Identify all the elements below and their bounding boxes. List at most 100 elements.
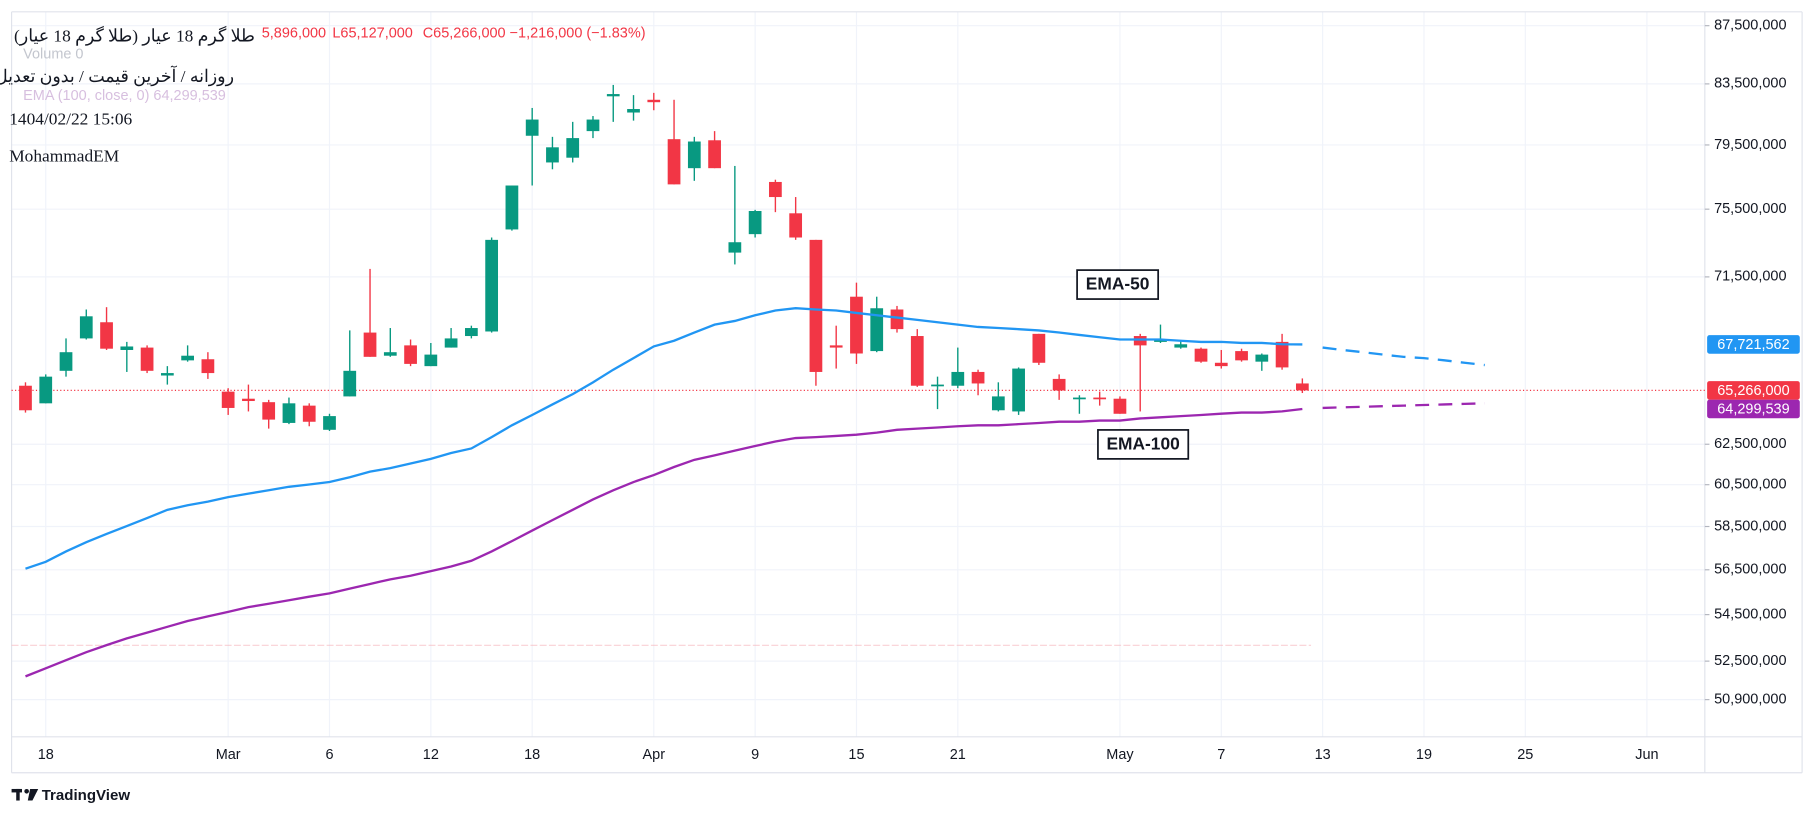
legend-low: L65,127,000 — [332, 26, 412, 42]
candle-body — [160, 373, 174, 376]
y-tick-label: 83,500,000 — [1714, 76, 1786, 92]
candle-body — [39, 376, 53, 404]
candle-body — [1012, 368, 1025, 412]
x-tick-label: 12 — [423, 747, 439, 763]
candle-body — [1032, 333, 1046, 363]
candle-body — [323, 416, 336, 430]
candle-body — [606, 94, 620, 97]
candle-body — [1295, 383, 1309, 391]
series-price-badge: 67,721,562 — [1717, 337, 1789, 353]
annotation-ema100: EMA-100 — [1106, 434, 1179, 454]
candle-body — [991, 396, 1005, 411]
candle-body — [1154, 339, 1167, 342]
candle-body — [140, 347, 154, 371]
brand: TradingView — [42, 787, 131, 804]
candle-body — [424, 354, 438, 367]
timestamp: 1404/02/22 15:06 — [9, 110, 132, 129]
volume-label: Volume 0 — [23, 47, 83, 63]
y-tick-label: 56,500,000 — [1714, 562, 1786, 578]
candle-body — [1052, 378, 1066, 391]
candle-body — [627, 109, 640, 113]
series-price-badge: 64,299,539 — [1717, 401, 1789, 417]
x-tick-label: 18 — [524, 747, 540, 763]
ema-forecast — [1322, 346, 1485, 367]
x-tick-label: 6 — [325, 747, 333, 763]
candle-body — [1093, 397, 1107, 400]
candle-body — [444, 338, 458, 348]
candle-body — [221, 391, 235, 408]
series-price-badge-bg — [1707, 399, 1800, 419]
candle-body — [343, 370, 357, 397]
annotation-box — [1097, 429, 1190, 460]
x-tick-label: 21 — [950, 747, 966, 763]
candle-body — [1214, 362, 1228, 367]
y-tick-label: 50,900,000 — [1714, 691, 1786, 707]
candle-body — [951, 371, 965, 386]
candle-body — [363, 332, 377, 357]
candle-body — [890, 309, 904, 330]
y-tick-label: 62,500,000 — [1714, 436, 1786, 452]
chart-title: طلا گرم 18 عیار (طلا گرم 18 عیار) — [14, 25, 255, 46]
marks — [11, 84, 1705, 678]
y-tick-label: 87,500,000 — [1714, 18, 1786, 34]
candle-body — [546, 147, 559, 163]
candle-body — [201, 359, 215, 374]
candle-body — [769, 181, 782, 198]
x-tick-label: 9 — [751, 747, 759, 763]
y-tick-label: 75,500,000 — [1714, 201, 1786, 217]
ema-line — [25, 407, 1303, 678]
candle-body — [1113, 398, 1127, 414]
x-tick-label: Mar — [216, 747, 241, 763]
candle-body — [870, 308, 884, 352]
candle-body — [667, 139, 681, 185]
y-tick-label: 79,500,000 — [1714, 137, 1786, 153]
candle-body — [586, 119, 600, 132]
indicator-label: EMA (100, close, 0) 64,299,539 — [23, 88, 226, 104]
legend-close: C65,266,000 — [423, 26, 506, 42]
last-price-badge: 65,266,000 — [1717, 383, 1789, 399]
annotation-ema50: EMA-50 — [1086, 274, 1150, 294]
candle-body — [465, 328, 478, 337]
candle-body — [809, 239, 823, 372]
candle-body — [829, 345, 843, 348]
candle-body — [850, 296, 863, 354]
candle-body — [1235, 351, 1248, 361]
candle-body — [647, 99, 661, 103]
x-tick-label: 18 — [38, 747, 54, 763]
candle-body — [282, 403, 296, 423]
last-price-badge-bg — [1707, 381, 1800, 400]
legend-high: 5,896,000 — [262, 26, 326, 42]
x-tick-label: 15 — [848, 747, 864, 763]
candle-body — [687, 141, 701, 169]
candle-body — [242, 398, 255, 402]
series-price-badge-bg — [1707, 335, 1800, 354]
subtitle: روزانه / آخرین قیمت / بدون تعدیل — [0, 65, 234, 87]
candle-body — [1275, 341, 1289, 368]
candle-body — [931, 384, 944, 387]
candle-body — [525, 119, 539, 136]
candle-body — [302, 405, 316, 422]
annotation-box — [1076, 269, 1160, 300]
x-tick-label: May — [1106, 747, 1134, 763]
candle-body — [181, 355, 194, 361]
candle-body — [1073, 397, 1086, 400]
candle-body — [100, 322, 113, 349]
ema-forecast — [1322, 402, 1485, 410]
candle-body — [1255, 354, 1269, 362]
candle-body — [910, 336, 924, 386]
candle-body — [383, 352, 397, 356]
candle-body — [59, 352, 73, 371]
candle-body — [566, 138, 580, 158]
candle-body — [1133, 336, 1147, 346]
author: MohammadEM — [9, 147, 119, 166]
x-tick-label: Apr — [643, 747, 666, 763]
candle-body — [748, 210, 762, 235]
candle-body — [79, 316, 93, 339]
x-tick-label: 25 — [1517, 747, 1533, 763]
candle-body — [505, 185, 519, 230]
y-tick-label: 58,500,000 — [1714, 518, 1786, 534]
y-tick-label: 52,500,000 — [1714, 653, 1786, 669]
candle-body — [120, 346, 134, 350]
candle-body — [1194, 348, 1208, 362]
